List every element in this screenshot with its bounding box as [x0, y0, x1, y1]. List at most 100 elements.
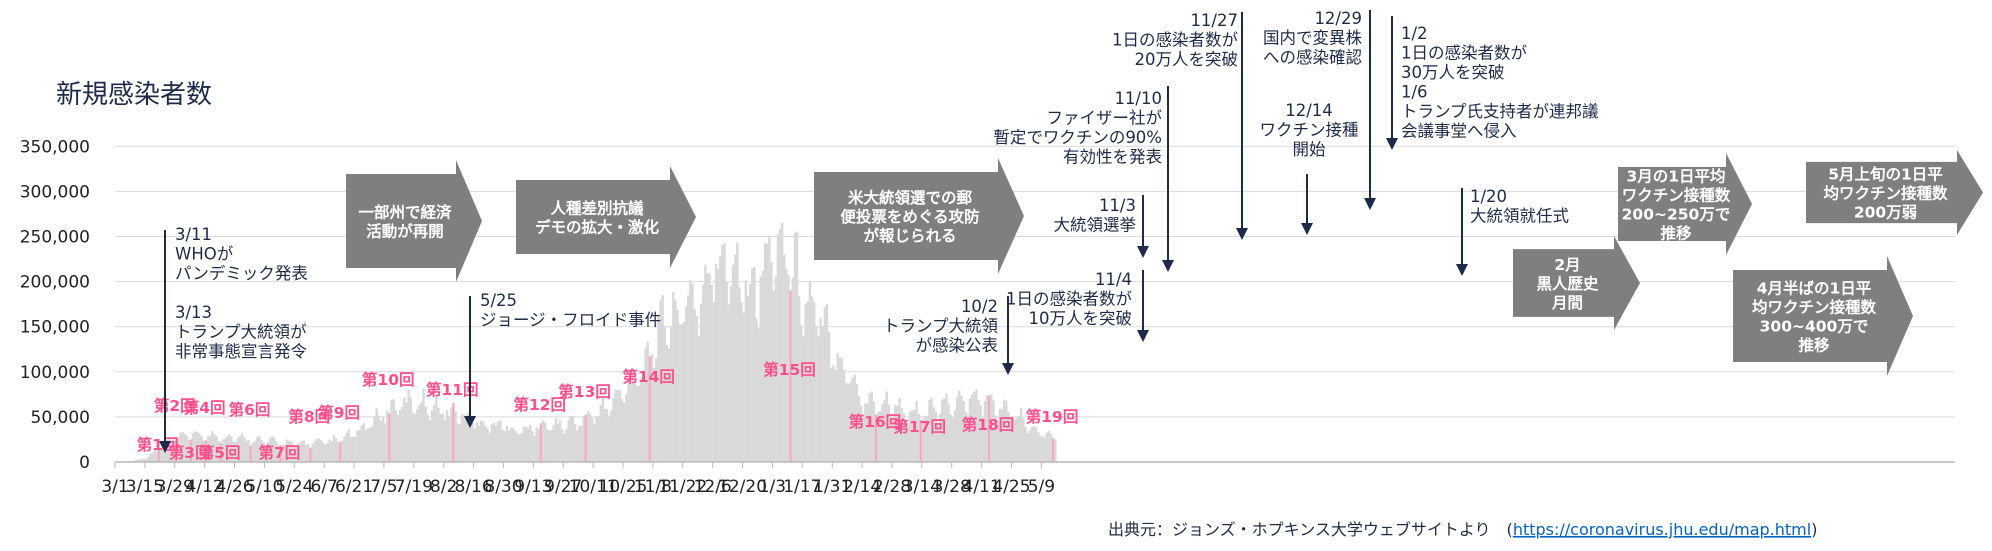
daily-bar [319, 440, 323, 462]
source-prefix: 出典元：ジョンズ・ホプキンス大学ウェブサイトより ( [1108, 520, 1513, 539]
daily-bar [1032, 425, 1036, 462]
daily-bar [541, 420, 545, 462]
source-close: ) [1811, 520, 1817, 539]
daily-bar [640, 377, 643, 462]
daily-bar [486, 428, 489, 462]
wave-bar [874, 414, 878, 462]
daily-bar [571, 416, 575, 462]
daily-bar [913, 410, 916, 462]
daily-bar [819, 318, 822, 462]
daily-bar [949, 414, 952, 462]
daily-bar [315, 439, 319, 462]
daily-bar [727, 304, 730, 462]
daily-bar [567, 419, 570, 462]
event-arrow-head [1301, 223, 1313, 235]
wave-bar [204, 440, 208, 462]
daily-bar [1026, 432, 1029, 462]
daily-bar [663, 326, 666, 462]
event-text: への感染確認 [1263, 48, 1362, 67]
daily-bar [646, 341, 649, 462]
daily-bar [678, 323, 681, 462]
y-tick-label: 350,000 [20, 137, 90, 157]
daily-bar [142, 459, 146, 462]
daily-bar [330, 441, 333, 462]
daily-bar [501, 429, 504, 462]
event-text: 1/20 [1470, 187, 1507, 206]
period-text: 200万弱 [1854, 204, 1917, 222]
daily-bar [456, 423, 459, 462]
daily-bar [1028, 430, 1031, 462]
event-text: 11/27 [1190, 11, 1238, 30]
daily-bar [362, 423, 365, 462]
daily-bar [390, 399, 393, 462]
daily-bar [433, 405, 436, 462]
daily-bar [970, 394, 974, 462]
daily-bar [998, 409, 1002, 462]
x-tick-label: 3/28 [933, 477, 971, 497]
period-text: 月間 [1551, 294, 1583, 312]
daily-bar [512, 427, 515, 462]
daily-bar [170, 440, 173, 462]
daily-bar [992, 400, 995, 462]
daily-bar [740, 302, 743, 462]
daily-bar [862, 413, 865, 462]
daily-bar [326, 443, 329, 462]
period-arrow [1618, 153, 1752, 255]
daily-bar [689, 280, 692, 462]
daily-bar [847, 383, 850, 462]
x-tick-label: 11/8 [634, 477, 672, 497]
wave-label: 第13回 [558, 382, 611, 401]
daily-bar [159, 450, 163, 462]
daily-bar [1047, 431, 1051, 462]
daily-bar [211, 431, 214, 462]
daily-bar [398, 410, 402, 462]
daily-bar [665, 344, 669, 462]
daily-bar [866, 403, 869, 462]
daily-bar [787, 275, 790, 462]
daily-bar [650, 354, 654, 462]
daily-bar [439, 413, 442, 462]
daily-bar [260, 439, 263, 462]
daily-bar [951, 417, 955, 462]
daily-bar [778, 228, 782, 462]
daily-bar [422, 388, 425, 462]
daily-bar [223, 438, 227, 462]
wave-label: 第14回 [622, 367, 675, 386]
period-text: デモの拡大・激化 [535, 218, 660, 237]
daily-bar [441, 413, 444, 462]
wave-label: 第16回 [849, 412, 902, 431]
event-text: 10万人を突破 [1029, 309, 1133, 328]
wave-label: 第10回 [362, 370, 415, 389]
daily-bar [228, 433, 231, 462]
daily-bar [296, 444, 299, 462]
x-tick-label: 9/13 [514, 477, 552, 497]
wave-bar [919, 419, 923, 462]
daily-bar [608, 416, 611, 462]
daily-bar [697, 335, 701, 462]
period-text: 5月上旬の1日平 [1828, 165, 1943, 184]
daily-bar [1011, 424, 1014, 462]
daily-bar [507, 430, 511, 462]
daily-bar [755, 318, 758, 462]
event-text: 大統領就任式 [1470, 207, 1569, 226]
event-text: 国内で変異株 [1263, 29, 1363, 48]
daily-bar [377, 415, 380, 462]
event-text: パンデミック発表 [175, 263, 308, 283]
daily-bar [932, 407, 935, 462]
daily-bar [364, 429, 368, 462]
daily-bar [902, 413, 906, 462]
daily-bar [565, 428, 568, 462]
daily-bar [138, 459, 141, 462]
daily-bar [462, 415, 466, 462]
wave-bar [279, 444, 282, 462]
daily-bar [1015, 417, 1019, 462]
daily-bar [371, 426, 374, 462]
daily-bar [217, 441, 220, 462]
daily-bar [469, 416, 472, 462]
source-link[interactable]: https://coronavirus.jhu.edu/map.html [1513, 520, 1811, 539]
daily-bar [369, 427, 372, 462]
daily-bar [573, 424, 577, 462]
daily-bar [347, 429, 351, 462]
daily-bar [593, 423, 596, 462]
daily-bar [633, 383, 637, 462]
